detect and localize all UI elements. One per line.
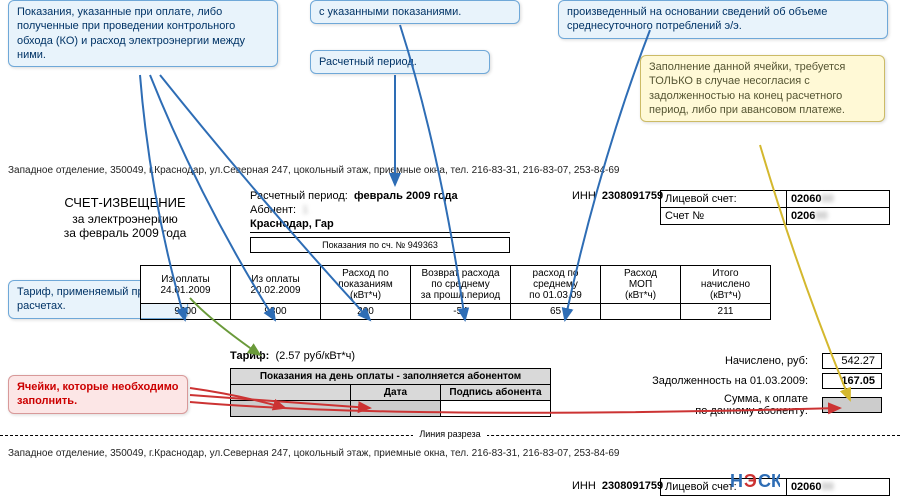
callout-readings: Показания, указанные при оплате, либо по…: [8, 0, 278, 67]
bill-title-block: СЧЕТ-ИЗВЕЩЕНИЕ за электроэнергию за февр…: [30, 195, 220, 240]
abonent-value: 1: [302, 204, 308, 216]
city: Краснодар, Гар: [250, 218, 334, 230]
h2b: 20.02.2009: [250, 285, 300, 296]
h4c: за прошл.период: [421, 290, 500, 301]
abonent-label: Абонент:: [250, 204, 296, 216]
v5: 65: [511, 304, 601, 320]
sub-c2: Дата: [351, 385, 441, 401]
h2a: Из оплаты: [251, 274, 299, 285]
inn-label-2: ИНН: [572, 480, 596, 492]
v2: 9800: [231, 304, 321, 320]
inn-value-2: 2308091759: [602, 480, 663, 492]
h5c: по 01.03.09: [529, 290, 582, 301]
h6c: (кВт*ч): [625, 290, 656, 301]
h5a: расход по: [533, 268, 579, 279]
debt-value: 167.05: [822, 373, 882, 389]
yellow-text: Заполнение данной ячейки, требуется ТОЛЬ…: [649, 61, 845, 116]
h7a: Итого: [712, 268, 738, 279]
h7c: (кВт*ч): [710, 290, 741, 301]
svg-text:Э: Э: [744, 471, 757, 491]
tariff-value: (2.57 руб/кВт*ч): [275, 350, 355, 362]
charged-label: Начислено, руб:: [646, 352, 814, 370]
h1b: 24.01.2009: [160, 285, 210, 296]
v6: [601, 304, 681, 320]
inn-block: ИНН 2308091759: [572, 190, 663, 202]
tariff-row: Тариф: (2.57 руб/кВт*ч): [230, 350, 355, 362]
acct-label: Лицевой счет:: [661, 191, 787, 208]
period-value: февраль 2009 года: [354, 190, 458, 202]
v7: 211: [681, 304, 771, 320]
sum-label1: Сумма, к оплате: [724, 393, 808, 405]
account-boxes: Лицевой счет: 0206000 Счет № 020600: [660, 190, 890, 225]
address-line-2: Западное отделение, 350049, г.Краснодар,…: [8, 448, 892, 459]
callout-basis: произведенный на основании сведений об о…: [558, 0, 888, 39]
sum-fill[interactable]: [822, 397, 882, 413]
h3b: показаниям: [338, 279, 393, 290]
consumption-table: Из оплаты24.01.2009 Из оплаты20.02.2009 …: [140, 265, 771, 320]
inn-value: 2308091759: [602, 190, 663, 202]
acct-value-2: 02060: [791, 481, 822, 493]
h6b: МОП: [629, 279, 652, 290]
bill-sub2: за февраль 2009 года: [30, 226, 220, 240]
sum-label2: по данному абоненту:: [695, 405, 808, 417]
callout-fill-cells: Ячейки, которые необходимо заполнить.: [8, 375, 188, 414]
sub-c3: Подпись абонента: [441, 385, 551, 401]
acct2-label: Счет №: [661, 208, 787, 225]
h5b: среднему: [533, 279, 578, 290]
inn-block-2: ИНН 2308091759: [572, 480, 663, 492]
h6a: Расход: [624, 268, 657, 279]
bill-title: СЧЕТ-ИЗВЕЩЕНИЕ: [30, 195, 220, 210]
bill-sub1: за электроэнергию: [30, 212, 220, 226]
charges-block: Начислено, руб: 542.27 Задолженность на …: [644, 350, 890, 420]
sub-f2[interactable]: [351, 401, 441, 417]
v4: -54: [411, 304, 511, 320]
h3c: (кВт*ч): [350, 290, 381, 301]
sub-f1[interactable]: [231, 401, 351, 417]
h4a: Возврат расхода: [421, 268, 499, 279]
debt-label: Задолженность на 01.03.2009:: [646, 372, 814, 390]
h3a: Расход по: [342, 268, 389, 279]
svg-text:СК: СК: [758, 471, 780, 491]
callout-period: Расчетный период.: [310, 50, 490, 74]
h4b: по среднему: [431, 279, 490, 290]
sub-c1: [231, 385, 351, 401]
acct2-value: 0206: [791, 210, 815, 222]
charged-value: 542.27: [822, 353, 882, 369]
cut-label: Линия разреза: [413, 429, 486, 439]
callout-fill-warning: Заполнение данной ячейки, требуется ТОЛЬ…: [640, 55, 885, 122]
period-label: Расчетный период:: [250, 190, 348, 202]
inn-label: ИНН: [572, 190, 596, 202]
h1a: Из оплаты: [161, 274, 209, 285]
mid-block: Расчетный период: февраль 2009 года Абон…: [250, 190, 510, 255]
logo-stub: НЭСК: [730, 465, 780, 498]
sub-header: Показания на день оплаты - заполняется а…: [231, 369, 551, 385]
v1: 9600: [141, 304, 231, 320]
v3: 200: [321, 304, 411, 320]
address-line-1: Западное отделение, 350049, г.Краснодар,…: [8, 165, 892, 176]
callout-readings-note: с указанными показаниями.: [310, 0, 520, 24]
acct-value: 02060: [791, 193, 822, 205]
fill-text: Ячейки, которые необходимо заполнить.: [17, 381, 178, 407]
cut-line: Линия разреза: [0, 435, 900, 446]
subscriber-table: Показания на день оплаты - заполняется а…: [230, 368, 551, 417]
sub-f3[interactable]: [441, 401, 551, 417]
svg-text:Н: Н: [730, 471, 743, 491]
tariff-label: Тариф:: [230, 350, 269, 362]
meter-line: Показания по сч. № 949363: [250, 237, 510, 253]
h7b: начислено: [701, 279, 750, 290]
